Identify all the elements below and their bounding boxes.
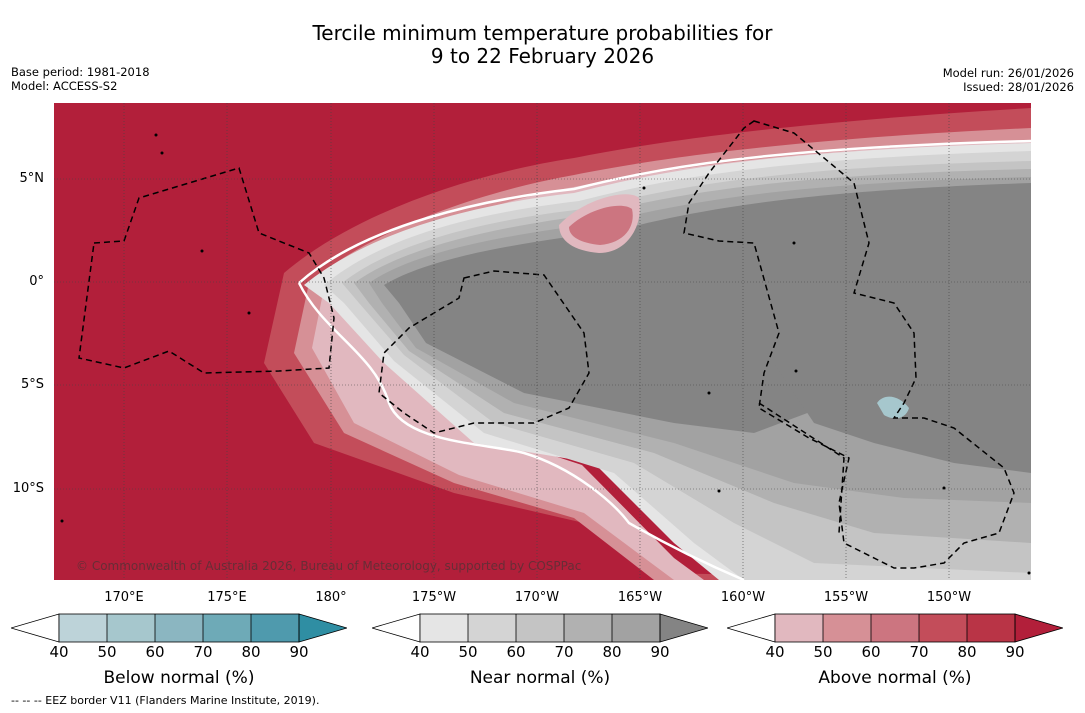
tick: 90 <box>1005 643 1025 661</box>
meta-right: Model run: 26/01/2026 Issued: 28/01/2026 <box>943 66 1074 94</box>
lon-label-175w: 175°W <box>411 590 457 605</box>
above-min-arrow <box>727 613 776 643</box>
neutral-boundary <box>297 139 1031 580</box>
below-normal-label: Below normal (%) <box>103 668 255 688</box>
tick: 50 <box>813 643 833 661</box>
below-seg-50 <box>107 614 155 642</box>
colorbar-above <box>727 613 1063 643</box>
tick: 40 <box>765 643 785 661</box>
near-band-90-east <box>754 223 1031 473</box>
above-seg-60 <box>871 614 919 642</box>
lon-label-160w: 160°W <box>720 590 766 605</box>
tick: 90 <box>650 643 670 661</box>
above-seg-50 <box>823 614 871 642</box>
island-dots <box>60 133 1031 575</box>
below-seg-60 <box>155 614 203 642</box>
chart-title-line2: 9 to 22 February 2026 <box>430 44 655 68</box>
tick: 60 <box>861 643 881 661</box>
lat-label-5s: 5°S <box>20 377 44 392</box>
lat-label-10s: 10°S <box>12 481 44 496</box>
tick: 80 <box>957 643 977 661</box>
tick: 80 <box>241 643 261 661</box>
below-blob <box>877 396 909 419</box>
above-band-40 <box>312 141 1031 580</box>
tick: 60 <box>145 643 165 661</box>
lon-label-170w: 170°W <box>514 590 560 605</box>
below-min-arrow <box>11 613 60 643</box>
lon-label-180: 180° <box>315 590 347 605</box>
graticule <box>54 103 1031 580</box>
above-seg-70 <box>919 614 967 642</box>
tick: 70 <box>909 643 929 661</box>
meta-left: Base period: 1981-2018 Model: ACCESS-S2 <box>11 65 150 93</box>
base-period-text: Base period: 1981-2018 <box>11 65 150 79</box>
map-canvas <box>54 103 1031 580</box>
near-seg-50 <box>468 614 516 642</box>
below-seg-80 <box>251 614 299 642</box>
lon-label-170e: 170°E <box>104 590 144 605</box>
tick: 40 <box>49 643 69 661</box>
below-seg-70 <box>203 614 251 642</box>
eez-borders <box>78 120 1015 569</box>
near-normal-label: Near normal (%) <box>469 668 611 688</box>
probability-map <box>54 103 1031 580</box>
above-normal-label: Above normal (%) <box>818 668 972 688</box>
chart-title-line1: Tercile minimum temperature probabilitie… <box>312 21 773 45</box>
lon-label-150w: 150°W <box>926 590 972 605</box>
issued-text: Issued: 28/01/2026 <box>963 80 1074 94</box>
tick: 70 <box>193 643 213 661</box>
tick: 80 <box>602 643 622 661</box>
lon-label-175e: 175°E <box>207 590 247 605</box>
colorbar-below <box>11 613 347 643</box>
near-seg-40 <box>420 614 468 642</box>
above-max-arrow <box>1014 613 1063 643</box>
lat-label-5n: 5°N <box>19 171 45 186</box>
near-seg-60 <box>516 614 564 642</box>
eez-footnote: -- -- -- EEZ border V11 (Flanders Marine… <box>11 694 320 707</box>
tick: 60 <box>506 643 526 661</box>
near-max-arrow <box>659 613 708 643</box>
lon-label-155w: 155°W <box>823 590 869 605</box>
tick: 50 <box>97 643 117 661</box>
copyright-text: © Commonwealth of Australia 2026, Bureau… <box>76 559 582 573</box>
above-island-core <box>569 205 633 245</box>
colorbar-near <box>372 613 708 643</box>
below-max-arrow <box>298 613 347 643</box>
tick: 50 <box>458 643 478 661</box>
below-seg-40 <box>59 614 107 642</box>
model-text: Model: ACCESS-S2 <box>11 79 118 93</box>
near-seg-80 <box>612 614 660 642</box>
tick: 40 <box>410 643 430 661</box>
model-run-text: Model run: 26/01/2026 <box>942 66 1074 80</box>
near-min-arrow <box>372 613 421 643</box>
tick: 70 <box>554 643 574 661</box>
above-seg-40 <box>775 614 823 642</box>
lat-label-0: 0° <box>29 274 44 289</box>
tick: 90 <box>289 643 309 661</box>
above-seg-80 <box>967 614 1015 642</box>
near-seg-70 <box>564 614 612 642</box>
lon-label-165w: 165°W <box>617 590 663 605</box>
